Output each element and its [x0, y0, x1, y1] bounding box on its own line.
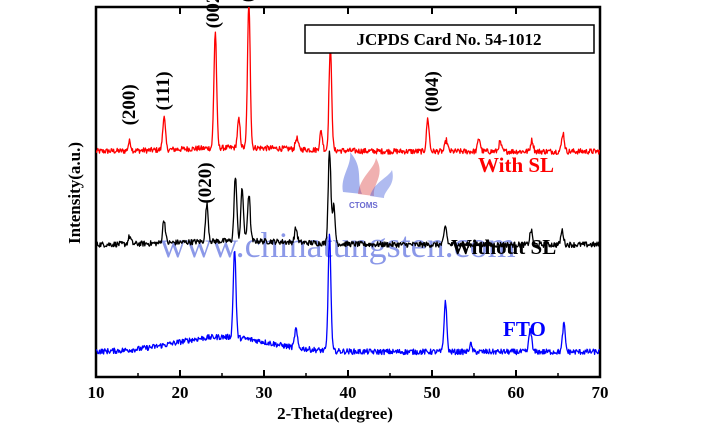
x-axis-label: 2-Theta(degree) — [277, 404, 393, 423]
jcpds-legend-text: JCPDS Card No. 54-1012 — [356, 30, 541, 49]
peak-label-020: (020) — [195, 162, 216, 203]
peak-label-202: (202) — [237, 0, 258, 2]
x-tick-label: 50 — [424, 383, 441, 402]
peak-label-004: (004) — [422, 71, 443, 112]
ctoms-logo-icon — [342, 152, 393, 198]
x-tick-label: 20 — [172, 383, 189, 402]
peak-label-002: (002) — [203, 0, 224, 28]
x-tick-label: 10 — [88, 383, 105, 402]
watermark-logo-text: CTOMS — [349, 201, 378, 210]
peak-label-200: (200) — [119, 84, 140, 125]
series-label-with-sl: With SL — [478, 153, 554, 177]
series-label-fto: FTO — [503, 317, 546, 341]
series-line-without-sl — [96, 150, 600, 249]
jcpds-legend-box — [304, 24, 595, 54]
peak-label-111: (111) — [153, 71, 174, 110]
jcpds-legend: JCPDS Card No. 54-1012 — [304, 24, 595, 54]
series-line-with-sl — [96, 7, 600, 155]
y-axis-label: Intensity(a.u.) — [65, 142, 84, 244]
x-tick-label: 30 — [256, 383, 273, 402]
series-line-fto — [96, 233, 600, 356]
x-tick-label: 40 — [340, 383, 357, 402]
x-tick-label: 70 — [592, 383, 609, 402]
x-tick-label: 60 — [508, 383, 525, 402]
series-label-without-sl: Without SL — [451, 235, 556, 259]
